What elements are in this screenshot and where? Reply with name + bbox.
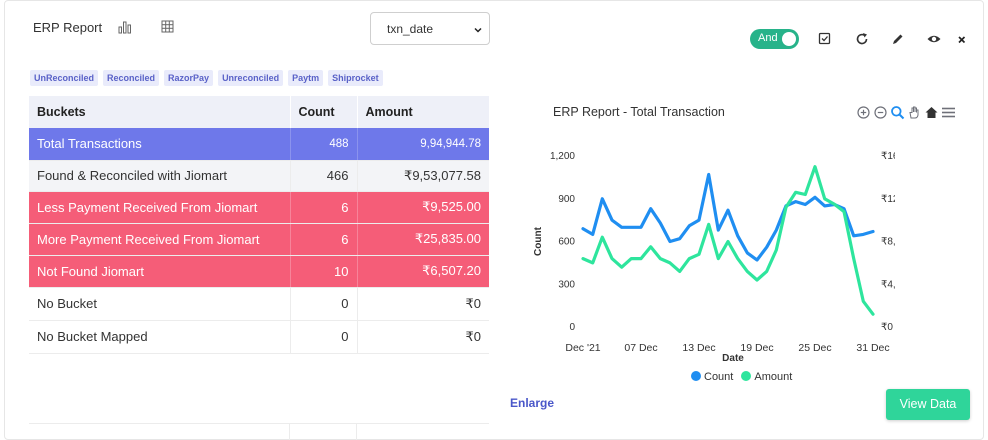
y2-tick-label: ₹4,00,000	[881, 279, 895, 290]
series-line-count	[581, 172, 875, 262]
bucket-cell: Less Payment Received From Jiomart	[29, 191, 290, 224]
y-tick-label: 1,200	[550, 151, 575, 162]
y2-tick-label: ₹8,00,000	[881, 237, 895, 248]
filter-chips: UnReconciled Reconciled RazorPay Unreconcil…	[30, 70, 383, 86]
y-tick-label: 900	[558, 194, 575, 205]
and-toggle[interactable]: And	[750, 29, 799, 49]
filter-chip[interactable]: RazorPay	[164, 70, 214, 86]
series-line-amount	[581, 165, 875, 316]
magnifier-zoom-icon[interactable]	[890, 105, 905, 120]
checkbox-icon[interactable]	[817, 31, 833, 47]
filter-chip[interactable]: Paytm	[288, 70, 324, 86]
edit-pencil-icon[interactable]	[890, 31, 906, 47]
bucket-cell: No Bucket	[29, 287, 290, 321]
filter-chip[interactable]: UnReconciled	[30, 70, 99, 86]
legend-label-amount: Amount	[754, 371, 793, 383]
count-cell: 488	[289, 128, 357, 161]
y-tick-label: 600	[558, 237, 575, 248]
filter-chip[interactable]: Reconciled	[103, 70, 160, 86]
table-row[interactable]: Total Transactions 488 9,94,944.78	[29, 128, 489, 161]
bucket-cell: Not Found Jiomart	[29, 255, 290, 288]
buckets-table: Buckets Count Amount Total Transactions 4…	[29, 96, 489, 354]
x-tick-label: 25 Dec	[798, 342, 831, 354]
chevron-down-icon	[473, 24, 483, 34]
y-axis-title: Count	[533, 226, 544, 256]
legend-label-count: Count	[704, 371, 734, 383]
x-tick-label: 19 Dec	[740, 342, 773, 354]
amount-cell: 9,94,944.78	[356, 128, 489, 161]
bucket-cell: Found & Reconciled with Jiomart	[29, 160, 290, 192]
legend-item-amount[interactable]: Amount	[741, 371, 792, 383]
table-header-row: Buckets Count Amount	[29, 96, 489, 128]
and-toggle-label: And	[758, 32, 778, 44]
refresh-icon[interactable]	[854, 31, 870, 47]
zoom-in-icon[interactable]	[856, 105, 871, 120]
legend-item-count[interactable]: Count	[691, 371, 733, 383]
close-icon[interactable]	[954, 31, 970, 47]
report-card: ERP Report txn_date And UnReconciled Reco…	[4, 0, 984, 440]
chart-legend: Count Amount	[691, 371, 792, 383]
y2-tick-label: ₹0	[881, 322, 893, 333]
x-axis-title: Date	[722, 353, 744, 364]
filter-chip[interactable]: Shiprocket	[328, 70, 383, 86]
x-tick-label: 13 Dec	[682, 342, 715, 354]
date-field-select[interactable]: txn_date	[370, 12, 490, 45]
view-data-button[interactable]: View Data	[886, 389, 970, 420]
report-title: ERP Report	[33, 20, 103, 35]
amount-cell: ₹0	[356, 287, 489, 321]
legend-marker-count	[691, 371, 701, 381]
count-cell: 0	[289, 287, 357, 321]
header-amount[interactable]: Amount	[356, 96, 489, 128]
bucket-cell: More Payment Received From Jiomart	[29, 223, 290, 256]
amount-cell: ₹0	[356, 320, 489, 354]
bucket-cell: Total Transactions	[29, 128, 290, 161]
header-buckets[interactable]: Buckets	[29, 96, 290, 128]
menu-icon[interactable]	[941, 105, 956, 120]
amount-cell: ₹25,835.00	[356, 223, 489, 256]
count-cell: 10	[289, 255, 357, 288]
transaction-line-chart[interactable]: 0 300 600 900 1,200 ₹0 ₹4,00,000 ₹8,00,000 ₹12,0…	[525, 141, 895, 366]
filter-chip[interactable]: Unreconciled	[218, 70, 284, 86]
y-tick-label: 0	[569, 322, 575, 333]
amount-cell: ₹6,507.20	[356, 255, 489, 288]
x-tick-label: 31 Dec	[856, 342, 889, 354]
amount-cell: ₹9,525.00	[356, 191, 489, 224]
amount-cell: ₹9,53,077.58	[356, 160, 489, 192]
x-tick-label: Dec '21	[565, 342, 600, 354]
legend-marker-amount	[741, 371, 752, 381]
date-field-select-value: txn_date	[387, 22, 434, 36]
toggle-knob	[782, 32, 796, 46]
header-count[interactable]: Count	[289, 96, 357, 128]
x-tick-label: 07 Dec	[624, 342, 657, 354]
count-cell: 466	[289, 160, 357, 192]
count-cell: 0	[289, 320, 357, 354]
count-cell: 6	[289, 191, 357, 224]
pan-hand-icon[interactable]	[907, 105, 922, 120]
table-row[interactable]: No Bucket 0 ₹0	[29, 287, 489, 321]
y-tick-label: 300	[558, 279, 575, 290]
table-row[interactable]: Less Payment Received From Jiomart 6 ₹9,52…	[29, 191, 489, 224]
enlarge-link[interactable]: Enlarge	[510, 396, 555, 410]
table-row[interactable]: Found & Reconciled with Jiomart 466 ₹9,53,…	[29, 160, 489, 192]
table-row[interactable]: No Bucket Mapped 0 ₹0	[29, 320, 489, 354]
home-reset-icon[interactable]	[924, 105, 939, 120]
table-row[interactable]: More Payment Received From Jiomart 6 ₹25,8…	[29, 223, 489, 256]
bucket-cell: No Bucket Mapped	[29, 320, 290, 354]
eye-icon[interactable]	[926, 31, 942, 47]
bar-chart-icon[interactable]	[117, 19, 133, 35]
y2-tick-label: ₹16,00,000	[881, 151, 895, 162]
count-cell: 6	[289, 223, 357, 256]
y2-tick-label: ₹12,00,000	[881, 194, 895, 205]
table-body: Total Transactions 488 9,94,944.78 Found & …	[29, 128, 489, 354]
chart-toolbar	[856, 105, 956, 120]
zoom-out-icon[interactable]	[873, 105, 888, 120]
table-icon[interactable]	[160, 19, 176, 35]
chart-title: ERP Report - Total Transaction	[553, 105, 725, 119]
table-footer-lines	[29, 423, 489, 440]
table-row[interactable]: Not Found Jiomart 10 ₹6,507.20	[29, 255, 489, 288]
